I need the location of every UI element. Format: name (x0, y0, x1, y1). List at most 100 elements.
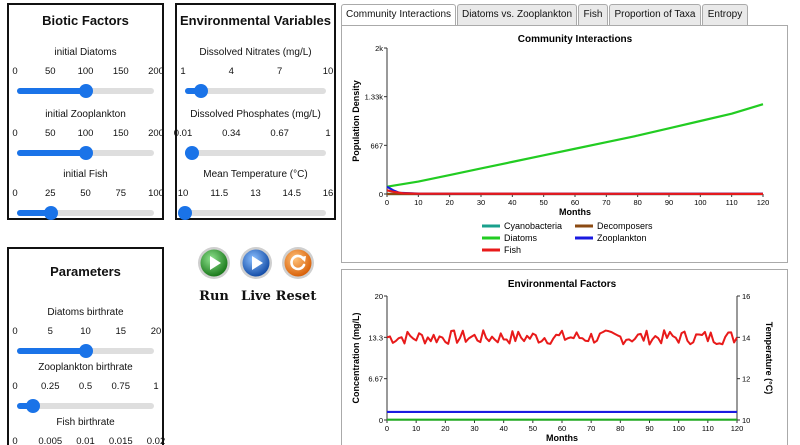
y-tick-label: 1.33k (365, 93, 384, 102)
diatoms-line (386, 103, 764, 188)
tab-proportion-of-taxa[interactable]: Proportion of Taxa (609, 4, 701, 25)
tick-label: 15 (115, 326, 127, 337)
dissolved-nitrates-tick-labels: 1 4 7 10 (180, 66, 333, 78)
initial-diatoms-slider[interactable] (17, 84, 154, 98)
y-tick-label: 6.67 (368, 375, 383, 384)
dissolved-nitrates-slider-thumb[interactable] (193, 84, 208, 98)
biotic-factors-title: Biotic Factors (42, 13, 129, 28)
tab-entropy[interactable]: Entropy (702, 4, 748, 25)
legend-label-fish: Fish (504, 245, 521, 255)
mean-temperature-slider-thumb[interactable] (178, 206, 192, 220)
initial-fish-label: initial Fish (63, 169, 108, 180)
y2-tick-label: 10 (742, 416, 750, 425)
x-tick-label: 100 (694, 198, 707, 207)
environmental-variables-title: Environmental Variables (179, 13, 331, 28)
y2-axis-label: Temperature (°C) (764, 322, 774, 394)
tick-label: 0 (12, 188, 18, 199)
legend-label-zooplankton: Zooplankton (597, 233, 647, 243)
fish-birthrate-tick-labels: 0 0.005 0.01 0.015 0.02 (12, 436, 165, 445)
x-tick-label: 30 (470, 424, 478, 433)
environmental-factors-chart: Environmental Factors 0 10 20 30 40 50 60 70 80 90… (351, 279, 774, 443)
initial-diatoms-slider-thumb[interactable] (78, 84, 93, 98)
mean-temperature-slider[interactable] (178, 206, 326, 220)
x-tick-label: 70 (587, 424, 595, 433)
initial-diatoms-tick-labels: 0 50 100 150 200 (12, 66, 164, 78)
x-tick-label: 20 (445, 198, 453, 207)
initial-zooplankton-slider-group: initial Zooplankton 0 50 100 150 200 (9, 109, 164, 160)
dissolved-nitrates-slider-fill (185, 88, 201, 94)
initial-fish-slider[interactable] (17, 206, 154, 220)
tab-fish[interactable]: Fish (578, 4, 608, 25)
y-tick-label: 0 (379, 190, 383, 199)
run-label[interactable]: Run (199, 289, 229, 304)
live-label[interactable]: Live (241, 289, 271, 304)
tick-label: 25 (44, 188, 56, 199)
dissolved-nitrates-label: Dissolved Nitrates (mg/L) (199, 47, 312, 58)
live-button[interactable] (239, 246, 273, 280)
dissolved-phosphates-slider[interactable] (185, 146, 326, 160)
tick-label: 0.25 (41, 381, 60, 392)
tick-label: 0 (12, 128, 18, 139)
initial-zooplankton-slider-thumb[interactable] (78, 146, 93, 160)
x-tick-label: 90 (645, 424, 653, 433)
diatoms-birthrate-slider-thumb[interactable] (78, 344, 93, 358)
x-tick-label: 40 (499, 424, 507, 433)
legend-label-decomposers: Decomposers (597, 221, 653, 231)
tick-label: 100 (77, 128, 94, 139)
initial-fish-slider-thumb[interactable] (44, 206, 59, 220)
tick-label: 0 (12, 436, 18, 445)
series-0-line (386, 329, 738, 346)
x-tick-label: 60 (571, 198, 579, 207)
tick-label: 7 (277, 66, 283, 77)
tick-label: 0 (12, 326, 18, 337)
initial-diatoms-slider-fill (17, 88, 86, 94)
diatoms-birthrate-slider-group: Diatoms birthrate 0 5 10 15 20 (9, 307, 162, 358)
tick-label: 0.005 (38, 436, 63, 445)
x-tick-label: 70 (602, 198, 610, 207)
tick-label: 200 (148, 66, 164, 77)
y-tick-label: 13.3 (368, 333, 383, 342)
zooplankton-birthrate-slider[interactable] (17, 399, 154, 413)
x-tick-label: 50 (529, 424, 537, 433)
x-tick-label: 60 (558, 424, 566, 433)
x-tick-label: 100 (672, 424, 685, 433)
zooplankton-birthrate-slider-thumb[interactable] (26, 399, 41, 413)
tick-label: 0.015 (108, 436, 133, 445)
initial-diatoms-slider-group: initial Diatoms 0 50 100 150 200 (9, 47, 164, 98)
tick-label: 50 (44, 66, 56, 77)
tick-label: 11.5 (210, 188, 229, 199)
initial-zooplankton-slider[interactable] (17, 146, 154, 160)
tick-label: 0 (12, 381, 18, 392)
y-tick-label: 20 (375, 292, 383, 301)
tick-label: 0.01 (76, 436, 95, 445)
diatoms-birthrate-slider-fill (17, 348, 86, 354)
tick-label: 10 (177, 188, 189, 199)
y-axis-label: Population Density (351, 80, 361, 162)
dissolved-phosphates-slider-thumb[interactable] (185, 146, 200, 160)
x-tick-label: 120 (757, 198, 770, 207)
diatoms-birthrate-slider[interactable] (17, 344, 154, 358)
dissolved-phosphates-label: Dissolved Phosphates (mg/L) (190, 109, 321, 120)
x-axis-label: Months (559, 207, 591, 217)
tick-label: 50 (44, 128, 56, 139)
reset-label[interactable]: Reset (275, 289, 317, 304)
tick-label: 10 (80, 326, 91, 337)
dissolved-phosphates-slider-group: Dissolved Phosphates (mg/L) 0.01 0.34 0.67 1 (174, 109, 334, 160)
dissolved-nitrates-slider[interactable] (185, 84, 326, 98)
play-icon (240, 247, 272, 279)
parameters-title: Parameters (50, 264, 121, 279)
y-tick-label: 667 (370, 141, 383, 150)
tick-label: 150 (112, 128, 129, 139)
tab-diatoms-vs-zooplankton[interactable]: Diatoms vs. Zooplankton (457, 4, 577, 25)
y-tick-label: 2k (375, 44, 383, 53)
initial-zooplankton-tick-labels: 0 50 100 150 200 (12, 128, 164, 140)
tab-community-interactions[interactable]: Community Interactions (341, 4, 456, 26)
tick-label: 200 (148, 128, 164, 139)
reset-icon (282, 247, 314, 279)
x-tick-label: 80 (633, 198, 641, 207)
x-tick-label: 50 (539, 198, 547, 207)
diatoms-birthrate-tick-labels: 0 5 10 15 20 (12, 326, 161, 338)
reset-button[interactable] (281, 246, 315, 280)
run-button[interactable] (197, 246, 231, 280)
community-interactions-chart-box: Community Interactions 0 10 20 30 40 50 60 70 80 9… (341, 25, 788, 263)
